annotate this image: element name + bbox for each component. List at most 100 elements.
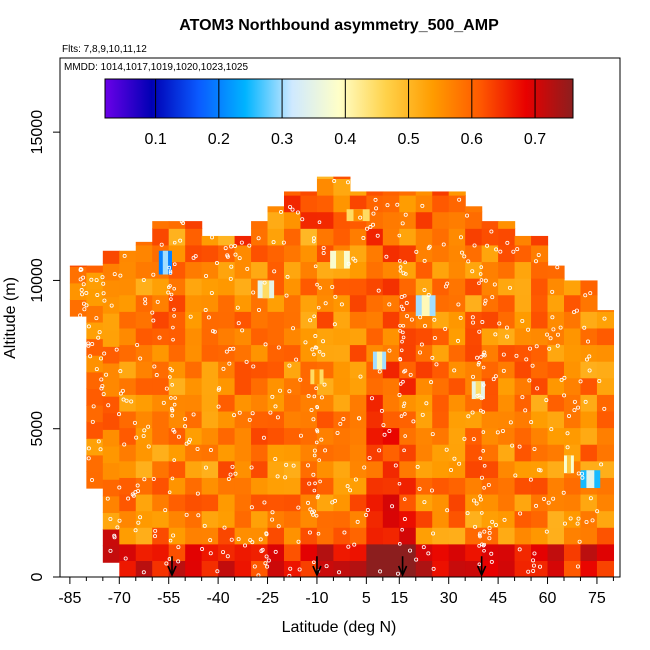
heatmap-cell bbox=[531, 344, 549, 362]
heatmap-cell bbox=[531, 278, 549, 296]
sample-point bbox=[276, 345, 281, 350]
sample-point bbox=[101, 392, 106, 397]
heatmap-cell bbox=[465, 228, 483, 246]
x-tick-label: 5 bbox=[362, 590, 371, 607]
heatmap-cell bbox=[185, 294, 203, 312]
heatmap-cell bbox=[399, 394, 417, 412]
sample-point bbox=[249, 505, 254, 510]
colorbar-tick-label: 0.2 bbox=[208, 131, 230, 148]
sample-point bbox=[256, 236, 261, 241]
heatmap-cell bbox=[251, 493, 269, 512]
sample-point bbox=[235, 305, 240, 310]
heatmap-cell bbox=[168, 311, 186, 329]
sample-point bbox=[381, 423, 386, 428]
heatmap-cell bbox=[218, 278, 236, 296]
sample-point bbox=[279, 210, 284, 215]
sample-point bbox=[312, 488, 317, 493]
sample-point bbox=[531, 568, 536, 573]
heatmap-cell bbox=[596, 344, 615, 362]
sample-point bbox=[172, 286, 177, 291]
sample-point bbox=[204, 273, 209, 278]
sample-point bbox=[577, 539, 582, 544]
sample-point bbox=[181, 220, 186, 225]
sample-point bbox=[478, 531, 482, 536]
heatmap-cell bbox=[168, 278, 186, 296]
sample-point bbox=[452, 368, 457, 373]
sample-point bbox=[184, 512, 189, 517]
heatmap-cell bbox=[432, 477, 450, 495]
sample-point bbox=[489, 229, 494, 234]
heatmap-cell bbox=[366, 211, 384, 229]
sample-point bbox=[313, 264, 318, 269]
sample-point bbox=[311, 417, 316, 422]
heatmap-cell bbox=[218, 410, 236, 429]
sample-point bbox=[505, 334, 510, 339]
sample-point bbox=[493, 374, 498, 379]
heatmap-cell bbox=[102, 250, 120, 264]
heatmap-cell bbox=[432, 211, 450, 229]
sample-point bbox=[495, 430, 500, 435]
heatmap-cell bbox=[366, 278, 384, 296]
sample-point bbox=[487, 530, 492, 535]
sample-point bbox=[296, 505, 301, 510]
sample-point bbox=[408, 548, 413, 553]
heatmap-cell bbox=[448, 311, 466, 329]
heatmap-cell bbox=[465, 311, 483, 329]
sample-point bbox=[414, 557, 419, 562]
sample-point bbox=[346, 261, 351, 266]
sample-point bbox=[319, 437, 324, 442]
sample-point bbox=[371, 211, 376, 216]
heatmap-cell bbox=[349, 327, 367, 346]
sample-point bbox=[216, 404, 221, 409]
sample-point bbox=[471, 437, 476, 442]
sample-point bbox=[118, 273, 123, 278]
heatmap-cell bbox=[284, 228, 302, 246]
heatmap-cell bbox=[531, 394, 549, 412]
sample-point bbox=[315, 404, 319, 409]
sample-point bbox=[99, 386, 104, 391]
sample-point bbox=[483, 301, 487, 306]
heatmap-cell bbox=[300, 543, 318, 561]
sample-point bbox=[479, 278, 484, 282]
sample-point bbox=[206, 315, 211, 320]
heatmap-cell bbox=[102, 429, 120, 447]
sample-point bbox=[322, 382, 327, 387]
sample-point bbox=[221, 550, 226, 555]
sample-point bbox=[357, 416, 362, 421]
sample-point bbox=[397, 393, 402, 398]
heatmap-cell bbox=[596, 361, 615, 379]
sample-point bbox=[135, 342, 140, 347]
heatmap-cell bbox=[168, 244, 186, 263]
heatmap-cell bbox=[448, 361, 466, 379]
sample-point bbox=[583, 293, 588, 298]
heatmap-cell bbox=[349, 510, 367, 528]
heatmap-cell bbox=[547, 460, 565, 478]
sample-point bbox=[415, 464, 420, 469]
sample-point bbox=[395, 202, 400, 207]
heatmap-cell bbox=[432, 311, 450, 329]
sample-point bbox=[134, 435, 139, 440]
sample-point bbox=[508, 420, 513, 425]
heatmap-cell bbox=[135, 344, 153, 362]
heatmap-cell bbox=[481, 510, 499, 528]
heatmap-cell bbox=[366, 427, 384, 445]
heatmap-cell bbox=[498, 410, 516, 429]
heatmap-cell bbox=[580, 543, 598, 561]
profile-arrow-head bbox=[476, 565, 487, 577]
heatmap-anomaly-core bbox=[566, 455, 571, 474]
heatmap-cell bbox=[86, 371, 104, 389]
sample-point bbox=[481, 449, 485, 453]
sample-point bbox=[332, 179, 337, 184]
heatmap-cell bbox=[234, 427, 252, 445]
heatmap-cell bbox=[366, 477, 384, 495]
sample-point bbox=[321, 251, 326, 256]
heatmap-cell bbox=[267, 510, 285, 528]
sample-point bbox=[99, 377, 104, 382]
heatmap-cell bbox=[399, 261, 417, 279]
sample-point bbox=[542, 496, 547, 501]
heatmap-cell bbox=[432, 191, 450, 196]
sample-point bbox=[229, 537, 234, 542]
sample-point bbox=[572, 310, 577, 315]
heatmap-cell bbox=[580, 327, 598, 346]
heatmap-cell bbox=[580, 493, 598, 512]
